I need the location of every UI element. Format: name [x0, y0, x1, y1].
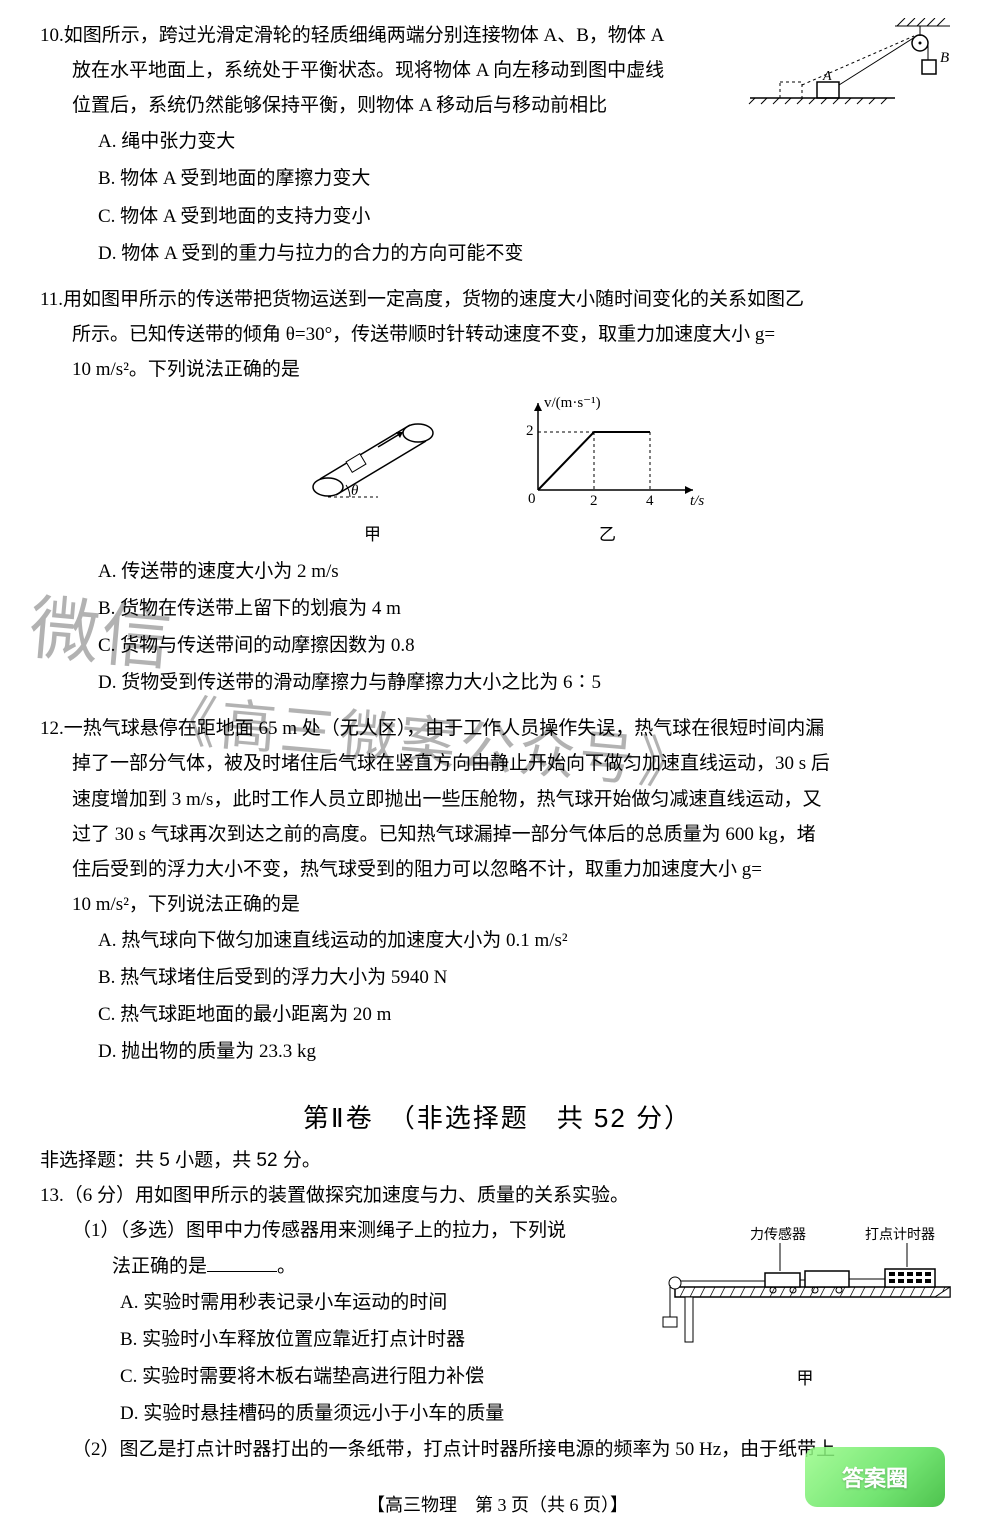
q10-opt-a: A. 绳中张力变大 — [98, 123, 955, 160]
q13-number: 13. — [40, 1185, 64, 1206]
q13-fig-sensor-label: 力传感器 — [750, 1226, 806, 1243]
q11-fig2-ytick: 2 — [526, 423, 534, 439]
question-13: 13.（6 分）用如图甲所示的装置做探究加速度与力、质量的关系实验。 （1）（多… — [40, 1178, 955, 1467]
q12-line-2: 速度增加到 3 m/s，此时工作人员立即抛出一些压舱物，热气球开始做匀减速直线运… — [72, 789, 821, 810]
q13-opt-a: A. 实验时需用秒表记录小车运动的时间 — [120, 1284, 647, 1321]
q10-opt-c: C. 物体 A 受到地面的支持力变小 — [98, 198, 955, 235]
q10-opt-d: D. 物体 A 受到的重力与拉力的合力的方向可能不变 — [98, 235, 955, 272]
q12-opt-b: B. 热气球堵住后受到的浮力大小为 5940 N — [98, 959, 955, 996]
q10-figure: B A — [745, 18, 955, 113]
q13-fig-timer-label: 打点计时器 — [865, 1226, 935, 1243]
q11-fig2-xlabel: t/s — [690, 493, 704, 509]
q11-opt-a: A. 传送带的速度大小为 2 m/s — [98, 553, 955, 590]
q11-line-1: 所示。已知传送带的倾角 θ=30°，传送带顺时针转动速度不变，取重力加速度大小 … — [72, 324, 775, 345]
question-11-stem: 11.用如图甲所示的传送带把货物运送到一定高度，货物的速度大小随时间变化的关系如… — [40, 282, 955, 387]
q11-options: A. 传送带的速度大小为 2 m/s B. 货物在传送带上留下的划痕为 4 m … — [40, 553, 955, 701]
q13-sub1c: 。 — [277, 1256, 296, 1277]
q13-opt-c: C. 实验时需要将木板右端垫高进行阻力补偿 — [120, 1358, 647, 1395]
q12-number: 12. — [40, 718, 64, 739]
q12-line-1: 掉了一部分气体，被及时堵住后气球在竖直方向由静止开始向下做匀加速直线运动，30 … — [72, 753, 830, 774]
question-12-stem: 12.一热气球悬停在距地面 65 m 处（无人区），由于工作人员操作失误，热气球… — [40, 711, 955, 922]
q13-head-text: （6 分）用如图甲所示的装置做探究加速度与力、质量的关系实验。 — [64, 1185, 629, 1206]
q11-fig2-origin: 0 — [528, 491, 536, 507]
q11-opt-c: C. 货物与传送带间的动摩擦因数为 0.8 — [98, 627, 955, 664]
q11-number: 11. — [40, 289, 63, 310]
q11-fig1-caption: 甲 — [288, 520, 458, 545]
section-2-title: 第Ⅱ卷 （非选择题 共 52 分） — [40, 1098, 955, 1135]
q12-opt-d: D. 抛出物的质量为 23.3 kg — [98, 1033, 955, 1070]
corner-logo: 答案圈 — [805, 1447, 945, 1507]
q12-line-3: 过了 30 s 气球再次到达之前的高度。已知热气球漏掉一部分气体后的总质量为 6… — [72, 824, 816, 845]
q11-fig2-caption: 乙 — [508, 520, 708, 545]
q11-opt-d: D. 货物受到传送带的滑动摩擦力与静摩擦力大小之比为 6∶5 — [98, 664, 955, 701]
q12-options: A. 热气球向下做匀加速直线运动的加速度大小为 0.1 m/s² B. 热气球堵… — [40, 922, 955, 1070]
q13-fig-caption: 甲 — [655, 1364, 955, 1389]
q13-opt-b: B. 实验时小车释放位置应靠近打点计时器 — [120, 1321, 647, 1358]
q12-line-4: 住后受到的浮力大小不变，热气球受到的阻力可以忽略不计，取重力加速度大小 g= — [72, 859, 762, 880]
q11-line-0: 用如图甲所示的传送带把货物运送到一定高度，货物的速度大小随时间变化的关系如图乙 — [63, 289, 804, 310]
corner-logo-text: 答案圈 — [842, 1461, 908, 1493]
q11-fig1-theta: θ — [351, 483, 359, 499]
q11-fig2-xtick-1: 4 — [646, 493, 654, 509]
q11-figures: θ 甲 v/(m·s⁻¹) t/s 2 0 2 4 — [40, 395, 955, 545]
q13-sub1: （1）（多选）图甲中力传感器用来测绳子上的拉力，下列说 — [72, 1220, 566, 1241]
q12-opt-a: A. 热气球向下做匀加速直线运动的加速度大小为 0.1 m/s² — [98, 922, 955, 959]
section-2-sub: 非选择题：共 5 小题，共 52 分。 — [40, 1145, 955, 1172]
q10-fig-label-b: B — [940, 50, 949, 66]
q11-line-2: 10 m/s²。下列说法正确的是 — [72, 359, 300, 380]
q11-figure-1: θ 甲 — [288, 405, 458, 545]
q13-figure: 力传感器 打点计时器 甲 — [655, 1217, 955, 1389]
q12-line-5: 10 m/s²，下列说法正确的是 — [72, 894, 300, 915]
q13-sub1b: 法正确的是 — [112, 1256, 207, 1277]
q11-opt-b: B. 货物在传送带上留下的划痕为 4 m — [98, 590, 955, 627]
q13-options: A. 实验时需用秒表记录小车运动的时间 B. 实验时小车释放位置应靠近打点计时器… — [40, 1284, 647, 1432]
question-11: 11.用如图甲所示的传送带把货物运送到一定高度，货物的速度大小随时间变化的关系如… — [40, 282, 955, 702]
question-12: 12.一热气球悬停在距地面 65 m 处（无人区），由于工作人员操作失误，热气球… — [40, 711, 955, 1070]
q13-blank — [207, 1253, 277, 1272]
page-container: 10.如图所示，跨过光滑定滑轮的轻质细绳两端分别连接物体 A、B，物体 A 放在… — [40, 18, 955, 1517]
q10-number: 10. — [40, 25, 64, 46]
q13-sub2: （2）图乙是打点计时器打出的一条纸带，打点计时器所接电源的频率为 50 Hz，由… — [72, 1439, 835, 1460]
q10-options: A. 绳中张力变大 B. 物体 A 受到地面的摩擦力变大 C. 物体 A 受到地… — [40, 123, 955, 271]
q10-line-0: 如图所示，跨过光滑定滑轮的轻质细绳两端分别连接物体 A、B，物体 A — [64, 25, 665, 46]
q13-opt-d: D. 实验时悬挂槽码的质量须远小于小车的质量 — [120, 1395, 647, 1432]
q10-line-2: 位置后，系统仍然能够保持平衡，则物体 A 移动后与移动前相比 — [72, 95, 607, 116]
question-10: 10.如图所示，跨过光滑定滑轮的轻质细绳两端分别连接物体 A、B，物体 A 放在… — [40, 18, 955, 272]
q10-line-1: 放在水平地面上，系统处于平衡状态。现将物体 A 向左移动到图中虚线 — [72, 60, 664, 81]
q10-opt-b: B. 物体 A 受到地面的摩擦力变大 — [98, 160, 955, 197]
q11-fig2-xtick-0: 2 — [590, 493, 598, 509]
q10-fig-label-a: A — [822, 69, 832, 84]
q11-fig2-ylabel: v/(m·s⁻¹) — [544, 395, 601, 411]
q11-figure-2: v/(m·s⁻¹) t/s 2 0 2 4 乙 — [508, 395, 708, 545]
question-13-head: 13.（6 分）用如图甲所示的装置做探究加速度与力、质量的关系实验。 — [40, 1178, 955, 1213]
q12-line-0: 一热气球悬停在距地面 65 m 处（无人区），由于工作人员操作失误，热气球在很短… — [64, 718, 825, 739]
q12-opt-c: C. 热气球距地面的最小距离为 20 m — [98, 996, 955, 1033]
